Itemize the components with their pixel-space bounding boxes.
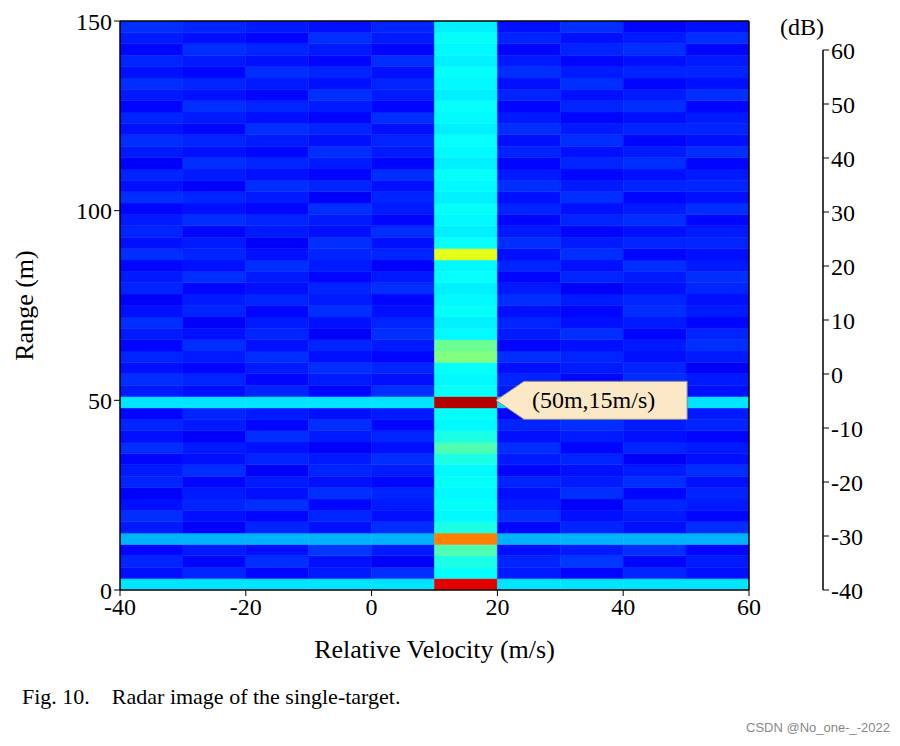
html-text:Fig. 10. Radar image of the si: Fig. 10. Radar image of the single-targe… <box>22 684 401 709</box>
svg-text:-30: -30 <box>831 524 863 550</box>
svg-text:Range (m): Range (m) <box>10 250 39 360</box>
svg-text:-20: -20 <box>831 470 863 496</box>
svg-text:100: 100 <box>76 198 112 224</box>
svg-text:50: 50 <box>831 92 855 118</box>
svg-text:-40: -40 <box>104 594 136 620</box>
svg-text:0: 0 <box>831 362 843 388</box>
svg-text:Relative Velocity (m/s): Relative Velocity (m/s) <box>314 635 555 664</box>
svg-text:40: 40 <box>611 594 635 620</box>
svg-text:-40: -40 <box>831 578 863 604</box>
svg-text:60: 60 <box>831 38 855 64</box>
svg-text:50: 50 <box>88 388 112 414</box>
html-text:(dB): (dB) <box>780 14 824 40</box>
svg-text:150: 150 <box>76 9 112 35</box>
svg-text:20: 20 <box>485 594 509 620</box>
html-text:CSDN @No_one-_-2022: CSDN @No_one-_-2022 <box>746 720 890 735</box>
svg-text:0: 0 <box>100 578 112 604</box>
svg-text:(50m,15m/s): (50m,15m/s) <box>532 387 655 413</box>
svg-text:0: 0 <box>366 594 378 620</box>
svg-text:40: 40 <box>831 146 855 172</box>
svg-text:20: 20 <box>831 254 855 280</box>
svg-text:30: 30 <box>831 200 855 226</box>
svg-text:60: 60 <box>737 594 761 620</box>
svg-text:-20: -20 <box>230 594 262 620</box>
svg-text:-10: -10 <box>831 416 863 442</box>
svg-text:10: 10 <box>831 308 855 334</box>
